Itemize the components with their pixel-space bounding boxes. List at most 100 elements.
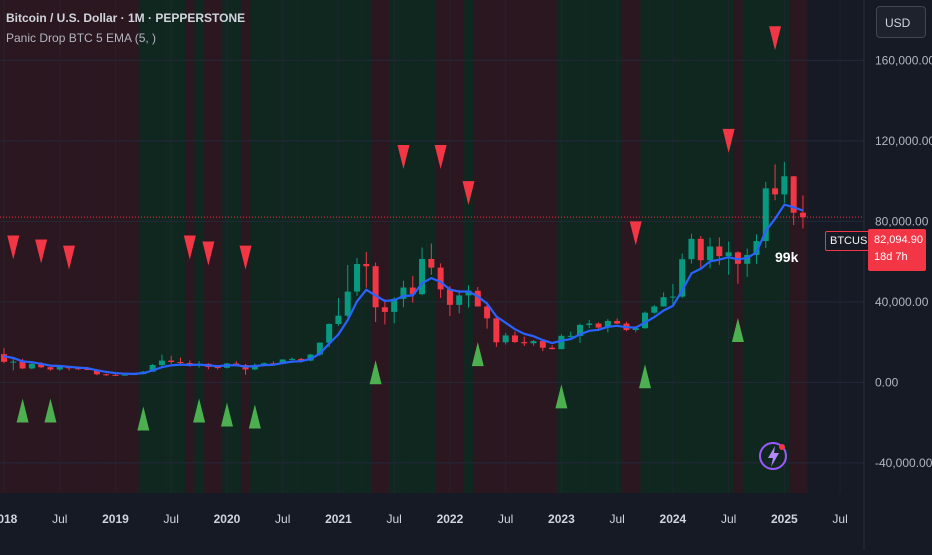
candle-body[interactable] — [586, 323, 593, 325]
candle-body[interactable] — [84, 369, 91, 371]
candle-body[interactable] — [344, 291, 351, 316]
candle-body[interactable] — [744, 254, 751, 264]
candle-body[interactable] — [279, 359, 286, 364]
candle-body[interactable] — [576, 324, 583, 336]
candle-body[interactable] — [725, 252, 732, 257]
panic-down-marker — [462, 181, 475, 206]
candle-body[interactable] — [419, 258, 426, 295]
candle-body[interactable] — [716, 246, 723, 257]
candle-body[interactable] — [632, 328, 639, 331]
candle-body[interactable] — [614, 320, 621, 324]
candle-body[interactable] — [363, 264, 370, 267]
symbol-title[interactable]: Bitcoin / U.S. Dollar · 1M · PEPPERSTONE — [6, 11, 246, 25]
ema-line[interactable] — [3, 203, 804, 376]
candle-body[interactable] — [511, 335, 518, 343]
candle-body[interactable] — [121, 374, 128, 376]
candle-body[interactable] — [149, 365, 156, 372]
candle-body[interactable] — [521, 342, 528, 344]
candle-body[interactable] — [688, 238, 695, 260]
candle-body[interactable] — [604, 320, 611, 328]
candle-body[interactable] — [391, 298, 398, 312]
candle-body[interactable] — [772, 188, 779, 195]
candle-body[interactable] — [10, 361, 17, 363]
candle-body[interactable] — [288, 358, 295, 360]
candle-body[interactable] — [112, 374, 119, 376]
candle-body[interactable] — [372, 266, 379, 308]
x-tick-label: 2024 — [660, 512, 687, 526]
candle-body[interactable] — [539, 341, 546, 348]
lightning-logo-icon[interactable] — [758, 441, 788, 471]
candle-body[interactable] — [799, 212, 806, 218]
panic-down-marker — [183, 235, 196, 260]
candle-body[interactable] — [400, 287, 407, 299]
background-bands — [0, 0, 809, 493]
candle-body[interactable] — [177, 362, 184, 364]
bg-band — [398, 0, 409, 493]
candle-body[interactable] — [47, 367, 54, 370]
candle-body[interactable] — [679, 259, 686, 297]
candle-body[interactable] — [354, 264, 361, 292]
candle-body[interactable] — [484, 306, 491, 319]
candle-body[interactable] — [93, 369, 100, 375]
candle-body[interactable] — [56, 366, 63, 370]
candle-body[interactable] — [251, 365, 258, 370]
candle-body[interactable] — [103, 374, 110, 376]
candle-body[interactable] — [335, 315, 342, 324]
candle-body[interactable] — [530, 341, 537, 344]
candle-body[interactable] — [753, 241, 760, 255]
panic-up-marker — [731, 318, 744, 343]
candle-body[interactable] — [474, 290, 481, 307]
candle-body[interactable] — [437, 267, 444, 290]
bg-band — [45, 0, 56, 493]
candle-body[interactable] — [781, 176, 788, 195]
panic-up-marker — [471, 342, 484, 367]
candle-body[interactable] — [697, 238, 704, 261]
panic-up-marker — [555, 384, 568, 409]
candle-body[interactable] — [298, 358, 305, 361]
candle-body[interactable] — [651, 306, 658, 313]
indicator-label[interactable]: Panic Drop BTC 5 EMA (5, ) — [6, 31, 157, 45]
bg-band — [463, 0, 474, 493]
candle-body[interactable] — [75, 368, 82, 370]
candle-body[interactable] — [595, 323, 602, 328]
panic-up-marker — [193, 398, 206, 423]
candle-body[interactable] — [465, 290, 472, 296]
candle-body[interactable] — [38, 363, 45, 368]
candle-body[interactable] — [409, 287, 416, 295]
candle-body[interactable] — [428, 258, 435, 268]
candle-body[interactable] — [558, 335, 565, 350]
candle-body[interactable] — [158, 360, 165, 366]
candle-body[interactable] — [762, 188, 769, 242]
bg-band — [324, 0, 335, 493]
candle-body[interactable] — [1, 354, 7, 362]
candle-body[interactable] — [642, 312, 649, 329]
candle-body[interactable] — [707, 246, 714, 261]
panic-up-marker — [16, 398, 29, 423]
x-tick-label: Jul — [832, 512, 847, 526]
candle-body[interactable] — [790, 176, 797, 213]
bg-band — [157, 0, 168, 493]
candle-body[interactable] — [446, 289, 453, 305]
candle-body[interactable] — [28, 363, 35, 369]
bg-band — [380, 0, 391, 493]
candle-body[interactable] — [493, 318, 500, 343]
candle-body[interactable] — [168, 360, 175, 363]
candle-body[interactable] — [502, 335, 509, 343]
candle-body[interactable] — [669, 296, 676, 298]
candle-body[interactable] — [316, 342, 323, 355]
candle-body[interactable] — [734, 252, 741, 264]
candle-body[interactable] — [567, 335, 574, 337]
candle-body[interactable] — [549, 347, 556, 350]
candle-body[interactable] — [660, 297, 667, 307]
bg-band — [417, 0, 428, 493]
candle-body[interactable] — [19, 361, 26, 369]
candle-body[interactable] — [307, 354, 314, 361]
x-tick-label: Jul — [498, 512, 513, 526]
candle-body[interactable] — [326, 323, 333, 343]
currency-button[interactable]: USD — [876, 6, 926, 38]
candle-body[interactable] — [456, 295, 463, 305]
candle-body[interactable] — [214, 367, 221, 369]
candle-body[interactable] — [381, 307, 388, 312]
